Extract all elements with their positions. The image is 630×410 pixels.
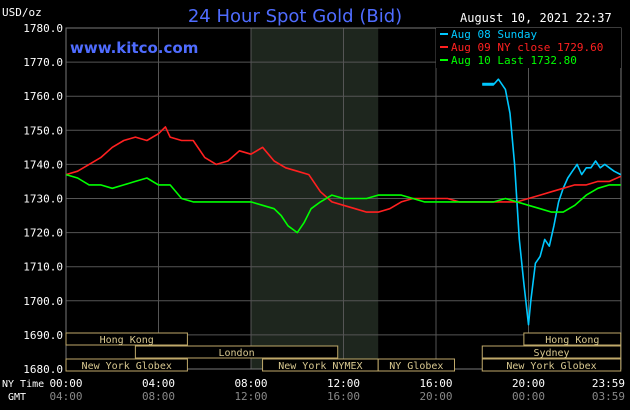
x-tick-label-gmt: 04:00 bbox=[49, 390, 82, 403]
x-tick-label-ny: 23:59 bbox=[592, 377, 625, 390]
x-tick-label-ny: 12:00 bbox=[327, 377, 360, 390]
market-bar bbox=[481, 345, 622, 359]
x-tick-label-ny: 08:00 bbox=[234, 377, 267, 390]
x-tick-labels: 00:0004:0004:0008:0008:0012:0012:0016:00… bbox=[49, 377, 625, 403]
y-tick-labels: 1780.0 1770.0 1760.0 1750.0 1740.0 1730.0 1720… bbox=[23, 22, 63, 376]
series-line-2 bbox=[65, 173, 621, 234]
series-line-1 bbox=[65, 126, 622, 213]
market-bar bbox=[134, 345, 339, 359]
market-bar bbox=[65, 358, 188, 372]
market-bar bbox=[481, 358, 622, 372]
x-tick-label-gmt: 16:00 bbox=[327, 390, 360, 403]
timestamp: August 10, 2021 22:37 bbox=[460, 11, 612, 25]
website-label: www.kitco.com bbox=[70, 39, 198, 57]
x-row-label-ny: NY Time bbox=[2, 379, 44, 390]
market-bar-label: New York Globex bbox=[506, 361, 596, 372]
x-tick-label-gmt: 00:00 bbox=[512, 390, 545, 403]
legend-label: Aug 10 Last 1732.80 bbox=[451, 54, 577, 67]
series-line-0 bbox=[482, 78, 622, 326]
x-tick-label-ny: 16:00 bbox=[419, 377, 452, 390]
x-tick-label-gmt: 08:00 bbox=[142, 390, 175, 403]
legend-background bbox=[436, 28, 621, 68]
x-row-label-gmt: GMT bbox=[8, 392, 26, 403]
market-bar-label: NY Globex bbox=[389, 361, 443, 372]
market-bar bbox=[65, 332, 188, 346]
chart-title: 24 Hour Spot Gold (Bid) bbox=[188, 6, 402, 27]
y-tick-label: 1700.0 bbox=[23, 295, 63, 308]
x-tick-label-gmt: 20:00 bbox=[419, 390, 452, 403]
market-bar-label: New York Globex bbox=[82, 361, 172, 372]
y-tick-label: 1780.0 bbox=[23, 22, 63, 35]
market-bar bbox=[523, 332, 622, 346]
market-bar-label: Hong Kong bbox=[545, 335, 599, 346]
market-bar-label: Hong Kong bbox=[100, 335, 154, 346]
grid-lines bbox=[65, 27, 622, 370]
y-tick-label: 1690.0 bbox=[23, 329, 63, 342]
legend-label: Aug 09 NY close 1729.60 bbox=[451, 41, 603, 54]
market-bar-label: London bbox=[218, 348, 254, 359]
x-tick-label-gmt: 12:00 bbox=[234, 390, 267, 403]
y-tick-label: 1720.0 bbox=[23, 227, 63, 240]
y-tick-label: 1770.0 bbox=[23, 56, 63, 69]
y-tick-label: 1730.0 bbox=[23, 193, 63, 206]
market-session-bars: Hong Kong London New York Globex New York N… bbox=[65, 332, 622, 372]
y-axis-label: USD/oz bbox=[2, 6, 42, 19]
market-bar bbox=[377, 358, 455, 372]
x-tick-label-ny: 00:00 bbox=[49, 377, 82, 390]
market-bar-label: Sydney bbox=[533, 348, 569, 359]
y-tick-label: 1680.0 bbox=[23, 363, 63, 376]
x-tick-label-gmt: 03:59 bbox=[592, 390, 625, 403]
market-bar-label: New York NYMEX bbox=[278, 361, 362, 372]
y-tick-label: 1710.0 bbox=[23, 261, 63, 274]
legend-label: Aug 08 Sunday bbox=[451, 28, 537, 41]
price-series bbox=[65, 78, 622, 326]
y-tick-label: 1760.0 bbox=[23, 90, 63, 103]
x-tick-label-ny: 20:00 bbox=[512, 377, 545, 390]
x-tick-label-ny: 04:00 bbox=[142, 377, 175, 390]
y-tick-label: 1740.0 bbox=[23, 158, 63, 171]
y-tick-label: 1750.0 bbox=[23, 124, 63, 137]
